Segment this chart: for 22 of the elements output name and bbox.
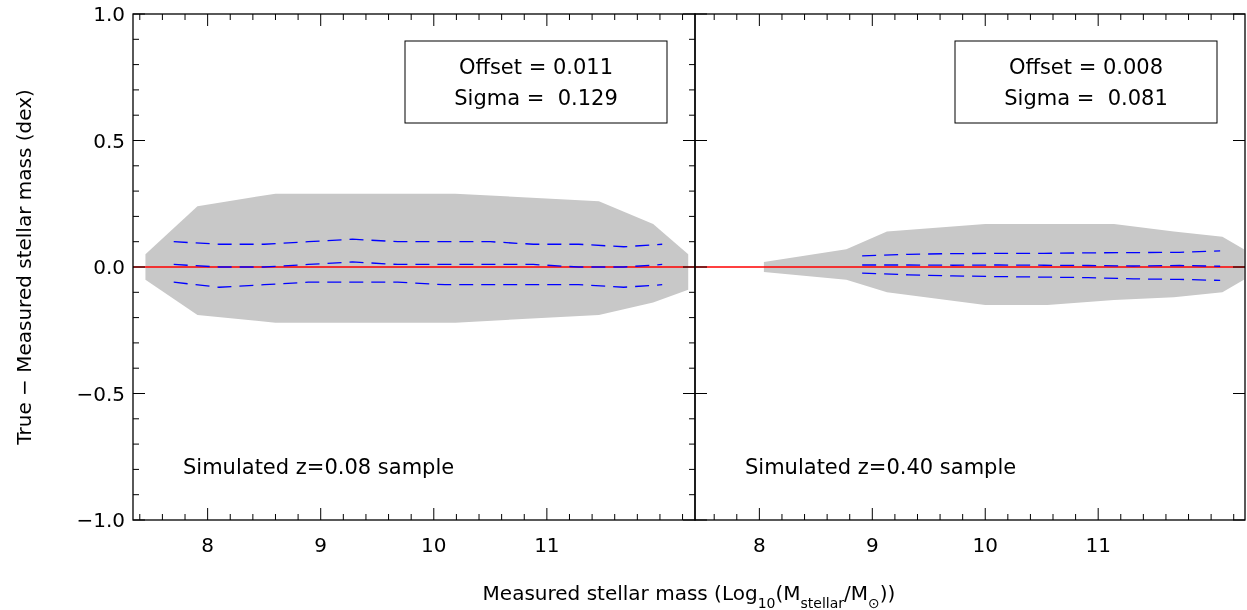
x-tick-label: 10: [972, 533, 998, 557]
x-tick-label: 9: [314, 533, 328, 557]
y-tick-label: −1.0: [76, 508, 125, 532]
y-axis-title: True − Measured stellar mass (dex): [12, 89, 36, 446]
y-tick-label: 1.0: [93, 2, 125, 26]
annotation: Offset = 0.008: [1008, 55, 1164, 79]
x-tick-label: 8: [753, 533, 766, 557]
x-tick-label: 10: [421, 533, 447, 557]
x-tick-label: 11: [534, 533, 560, 557]
annotation: Sigma = 0.129: [454, 86, 618, 110]
line-series: [173, 238, 663, 248]
y-tick-label: −0.5: [76, 381, 125, 406]
y-tick-label: 0.5: [93, 128, 125, 153]
x-tick-label: 8: [201, 533, 214, 557]
annotation: Sigma = 0.081: [1004, 86, 1168, 110]
annotation: Simulated z=0.08 sample: [183, 455, 455, 479]
x-axis-title: Measured stellar mass (Log$_{10}$(M$_{stellar}$/M$_{⊙}$)): [482, 581, 896, 610]
x-tick-label: 9: [865, 533, 879, 557]
y-tick-label: 0.0: [93, 255, 125, 279]
annotation: Offset = 0.011: [458, 55, 614, 79]
annotation: Simulated z=0.40 sample: [745, 455, 1017, 479]
x-tick-label: 11: [1085, 533, 1111, 557]
